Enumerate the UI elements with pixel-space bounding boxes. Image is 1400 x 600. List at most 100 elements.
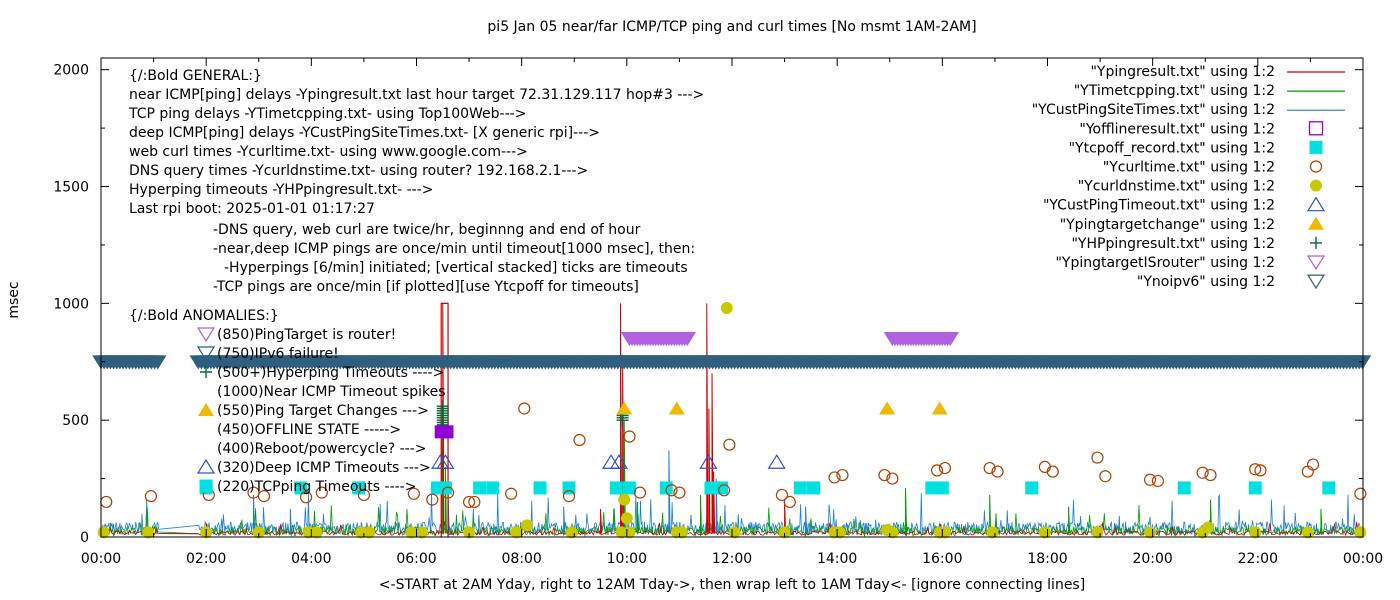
tcpoff-point <box>807 481 821 495</box>
annotation-anomaly-marker <box>196 346 216 362</box>
tcpoff-point <box>1177 481 1191 495</box>
curl-point <box>1301 465 1314 478</box>
curl-point <box>518 402 531 415</box>
tcpoff-point <box>622 481 636 495</box>
dns-point <box>1201 521 1214 534</box>
tcpoff-point <box>609 481 623 495</box>
curl-point <box>1306 458 1320 471</box>
legend-entry-label: "Yofflineresult.txt" using 1:2 <box>1079 121 1275 137</box>
curl-point <box>1091 451 1104 464</box>
legend-entry-label: "Ytcpoff_record.txt" using 1:2 <box>1069 140 1275 156</box>
y-tick-label: 1500 <box>53 180 89 196</box>
curl-point <box>1196 466 1209 479</box>
annotation-general-line: Last rpi boot: 2025-01-01 01:17:27 <box>129 201 375 217</box>
x-tick-label: 22:00 <box>1238 551 1278 567</box>
custping-spike <box>563 506 566 534</box>
annotation-general-line: DNS query times -Ycurldnstime.txt- using… <box>129 163 588 179</box>
targetchange-point <box>616 401 633 415</box>
tcpoff-point <box>1322 481 1336 495</box>
x-tick-label: 10:00 <box>607 551 647 567</box>
y-tick-label: 500 <box>62 413 89 429</box>
annotation-anomaly-line: (1000)Near ICMP Timeout spikes <box>217 384 446 400</box>
legend-entry-marker <box>1310 179 1322 192</box>
x-tick-label: 06:00 <box>396 551 436 567</box>
custping-spike <box>715 478 718 534</box>
dns-point <box>142 526 155 539</box>
x-tick-label: 08:00 <box>501 551 541 567</box>
x-tick-label: 16:00 <box>922 551 962 567</box>
curl-point <box>1151 474 1165 488</box>
legend-entry-label: "YCustPingTimeout.txt" using 1:2 <box>1043 198 1275 214</box>
legend-entry-marker <box>1306 274 1326 290</box>
dns-point <box>778 526 791 539</box>
curl-point <box>1143 473 1157 486</box>
legend: "Ypingresult.txt" using 1:2 "YTimetcpping… <box>1032 64 1345 290</box>
annotation-anomaly-line: (450)OFFLINE STATE -----> <box>217 422 401 438</box>
curl-point <box>783 495 796 509</box>
chart-title: pi5 Jan 05 near/far ICMP/TCP ping and cu… <box>487 19 976 35</box>
x-tick-label: 18:00 <box>1027 551 1067 567</box>
curl-point <box>623 430 636 443</box>
ping-spike <box>600 508 603 534</box>
dns-point <box>618 493 631 506</box>
curl-point <box>441 486 455 499</box>
targetchange-point <box>668 401 685 415</box>
annotation-anomaly-line: (320)Deep ICMP Timeouts ---> <box>217 460 431 476</box>
tcp-spike <box>1068 506 1071 534</box>
tcpoff-point <box>1248 481 1262 495</box>
annotation-anomaly-line: (500+)Hyperping Timeouts ----> <box>217 365 444 381</box>
annotation-general-line: TCP ping delays -YTimetcpping.txt- using… <box>128 106 526 122</box>
x-tick-label: 20:00 <box>1132 551 1172 567</box>
tcp-spike <box>1210 499 1213 534</box>
custtimeout-point <box>431 454 450 469</box>
annotation-note-line: -Hyperpings [6/min] initiated; [vertical… <box>224 260 688 276</box>
custtimeout-point <box>436 454 455 469</box>
tcpoff-point <box>473 481 487 495</box>
curl-point <box>562 490 576 503</box>
x-tick-label: 14:00 <box>817 551 857 567</box>
curl-point <box>836 468 849 482</box>
curl-point <box>407 487 420 500</box>
router-marker <box>678 331 697 347</box>
curl-point <box>991 465 1004 478</box>
legend-entry-label: "Ypingtargetchange" using 1:2 <box>1060 217 1275 233</box>
tcpoff-point <box>294 481 308 495</box>
annotation-anomaly-marker <box>199 479 213 493</box>
tcpoff-point <box>935 481 949 495</box>
ping-spike <box>708 408 711 534</box>
curl-point <box>665 484 678 497</box>
curl-point <box>718 484 731 497</box>
curl-point <box>573 433 586 447</box>
legend-entry-marker <box>1310 236 1322 249</box>
annotation-anomaly-line: (220)TCPping Timeouts ----> <box>217 479 416 495</box>
curl-point <box>633 486 647 499</box>
annotation-note-line: -near,deep ICMP pings are once/min until… <box>213 241 695 257</box>
legend-entry-label: "YHPpingresult.txt" using 1:2 <box>1071 236 1275 252</box>
curl-point <box>100 495 113 509</box>
legend-entry-label: "Ynoipv6" using 1:2 <box>1137 274 1275 290</box>
axis-ticks: 00:00 02:00 04:00 06:00 08:00 10:00 12:00 14:00… <box>53 58 1383 567</box>
annotation-anomaly-line: (400)Reboot/powercycle? ---> <box>217 441 427 457</box>
offline-point <box>440 425 454 439</box>
custtimeout-point <box>601 454 621 469</box>
custtimeout-point <box>609 454 629 469</box>
x-axis-label: <-START at 2AM Yday, right to 12AM Tday-… <box>379 577 1085 593</box>
y-tick-label: 1000 <box>53 296 89 312</box>
legend-entry-marker <box>1309 160 1323 173</box>
annotation-anomaly-marker <box>196 327 216 343</box>
hyperping-tick <box>436 400 449 413</box>
series-noise <box>100 521 1362 537</box>
annotation-general-line: web curl times -Ycurltime.txt- using www… <box>129 144 528 160</box>
series-noise <box>100 505 1364 538</box>
curl-point <box>1249 463 1262 476</box>
curl-point <box>462 495 476 509</box>
legend-entry-marker <box>1308 216 1324 230</box>
annotation-anomaly-line: (850)PingTarget is router! <box>217 327 396 343</box>
annotation-anomaly-line: (750)IPv6 failure! <box>217 346 339 362</box>
x-tick-label: 00:00 <box>81 551 121 567</box>
tcp-spike <box>905 487 908 534</box>
legend-entry-label: "Ycurltime.txt" using 1:2 <box>1103 160 1275 176</box>
ping-spike <box>713 471 716 534</box>
curl-point <box>144 490 158 503</box>
plot-area <box>92 302 1372 539</box>
